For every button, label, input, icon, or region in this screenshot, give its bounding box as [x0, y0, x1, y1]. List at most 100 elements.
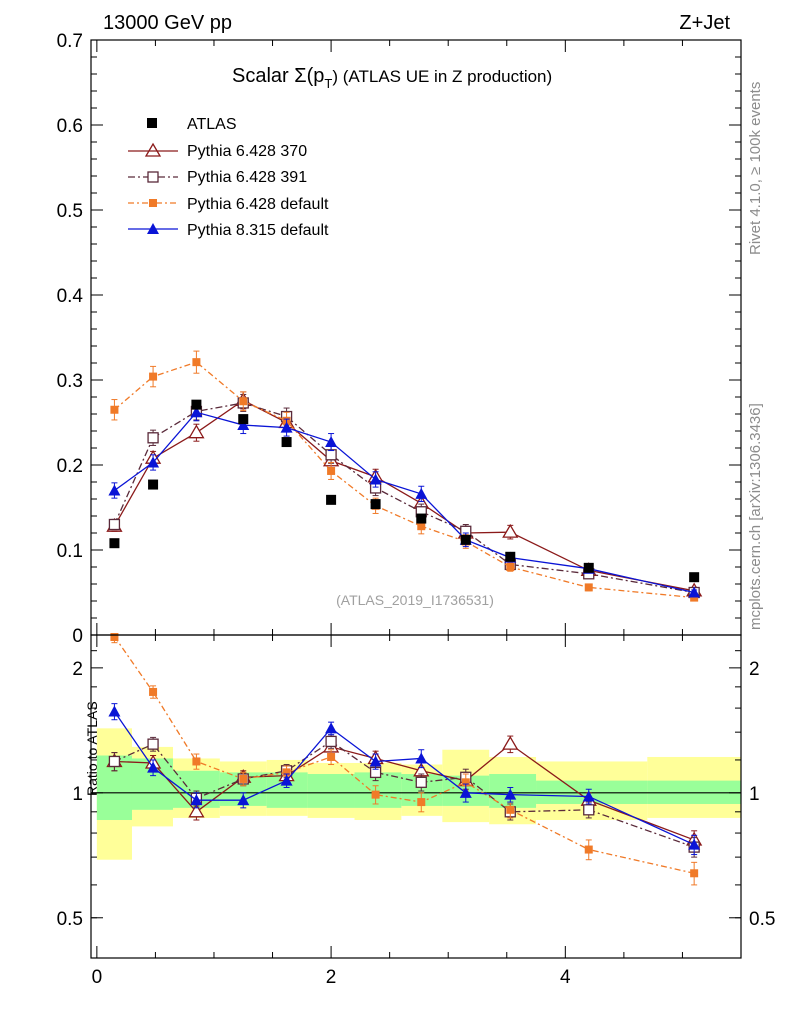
- main-series-marker: [190, 406, 203, 418]
- legend-label-pythia6-default: Pythia 6.428 default: [187, 196, 329, 213]
- ratio-series-marker: [280, 774, 293, 786]
- ratio-series-marker: [502, 735, 519, 750]
- ratio-y-tick-label-right: 2: [749, 659, 760, 680]
- y-tick-label: 0.7: [57, 31, 83, 52]
- legend-marker-pythia6-default: [149, 199, 157, 207]
- ratio-series-marker: [149, 687, 158, 696]
- main-series-marker: [325, 436, 338, 448]
- legend-label-atlas: ATLAS: [187, 116, 237, 133]
- main-series-line-1: [113, 402, 695, 594]
- ratio-y-tick-label: 2: [72, 659, 83, 680]
- ratio-series-marker: [325, 722, 338, 734]
- main-series-marker: [369, 473, 382, 485]
- main-series-marker: [417, 522, 426, 531]
- ratio-series-marker: [108, 755, 121, 768]
- green-band: [489, 774, 537, 808]
- main-series-marker: [584, 583, 593, 592]
- ratio-series-marker: [190, 794, 203, 806]
- main-series-marker: [415, 487, 428, 499]
- ratio-series-marker: [110, 633, 119, 641]
- y-tick-label: 0.5: [57, 201, 83, 222]
- atlas-data-point: [281, 437, 292, 448]
- ratio-series-marker: [327, 752, 336, 761]
- ratio-series-marker: [582, 790, 595, 802]
- ratio-series-marker: [147, 738, 159, 750]
- ratio-y-tick-label: 1: [72, 784, 83, 805]
- main-series-marker: [108, 484, 121, 496]
- y-tick-label: 0: [72, 626, 83, 647]
- ratio-series-line-2: [113, 636, 695, 874]
- main-series-marker: [325, 449, 337, 461]
- legend-marker-atlas: [147, 118, 157, 128]
- green-band: [307, 774, 355, 808]
- main-series-line-0: [113, 399, 695, 592]
- legend-marker-pythia6-370: [144, 142, 162, 157]
- ratio-series-marker: [461, 778, 470, 787]
- legend-marker-pythia8-default: [147, 223, 159, 234]
- atlas-data-point: [689, 572, 700, 583]
- ratio-series-line-0: [114, 743, 695, 841]
- green-band: [354, 772, 402, 808]
- ratio-series-line-1: [114, 740, 695, 848]
- atlas-data-point: [460, 534, 471, 545]
- ratio-series-marker: [282, 768, 291, 777]
- ratio-series-marker: [506, 805, 515, 814]
- header-left-label: 13000 GeV pp: [103, 12, 232, 34]
- atlas-data-point: [583, 562, 594, 573]
- main-series-marker: [327, 466, 336, 475]
- main-series-marker: [506, 563, 515, 571]
- ratio-series-marker: [415, 752, 428, 764]
- ratio-series-marker: [147, 761, 160, 773]
- atlas-data-point: [326, 494, 337, 505]
- main-series-marker: [280, 421, 293, 433]
- ratio-series-marker: [688, 838, 701, 850]
- ratio-series-line-3: [113, 711, 695, 846]
- ratio-series-marker: [583, 804, 595, 816]
- legend: ATLAS Pythia 6.428 370 Pythia 6.428 391 …: [128, 116, 329, 239]
- main-series-marker: [108, 518, 121, 531]
- main-series-marker: [192, 358, 201, 367]
- main-series-marker: [147, 432, 159, 444]
- ratio-series-marker: [369, 755, 382, 767]
- main-series-marker: [502, 523, 519, 538]
- ratio-series-marker: [188, 803, 205, 818]
- y-tick-label: 0.1: [57, 541, 83, 562]
- ratio-series-marker: [192, 757, 201, 766]
- ratio-series-marker: [239, 774, 248, 783]
- atlas-data-point: [191, 399, 202, 410]
- y-tick-label: 0.3: [57, 371, 83, 392]
- main-series-marker: [149, 372, 158, 381]
- atlas-data-point: [109, 538, 120, 549]
- axes-frames: [90, 39, 742, 959]
- x-tick-label: 2: [326, 967, 337, 988]
- ratio-series-marker: [371, 790, 380, 799]
- ratio-series-marker: [415, 776, 427, 788]
- main-series-marker: [188, 424, 205, 439]
- ratio-series-marker: [690, 869, 699, 878]
- header-right-label: Z+Jet: [679, 12, 730, 34]
- main-series-line-3: [114, 411, 695, 594]
- main-series: [106, 350, 703, 602]
- ratio-series-marker: [237, 794, 250, 806]
- ratio-frame: [90, 634, 742, 959]
- ratio-series-marker: [459, 786, 472, 798]
- y-tick-label: 0.4: [57, 286, 84, 307]
- ratio-y-tick-label-right: 1: [749, 784, 760, 805]
- y-tick-label: 0.2: [57, 456, 83, 477]
- atlas-data-point: [370, 499, 381, 510]
- ratio-series-marker: [504, 788, 517, 800]
- legend-label-pythia6-391: Pythia 6.428 391: [187, 169, 307, 186]
- x-tick-label: 4: [560, 967, 571, 988]
- legend-label-pythia8-default: Pythia 8.315 default: [187, 222, 329, 239]
- main-series-marker: [688, 586, 701, 598]
- ratio-series-marker: [417, 798, 426, 807]
- atlas-data-point: [416, 513, 427, 524]
- main-series-line-2: [114, 361, 695, 599]
- atlas-data-point: [238, 414, 249, 425]
- ratio-y-tick-label-right: 0.5: [749, 909, 775, 930]
- rivet-side-label: Rivet 4.1.0, ≥ 100k events: [747, 82, 764, 255]
- ratio-series-marker: [108, 705, 121, 717]
- ratio-series-marker: [584, 845, 593, 854]
- main-series-marker: [239, 397, 248, 406]
